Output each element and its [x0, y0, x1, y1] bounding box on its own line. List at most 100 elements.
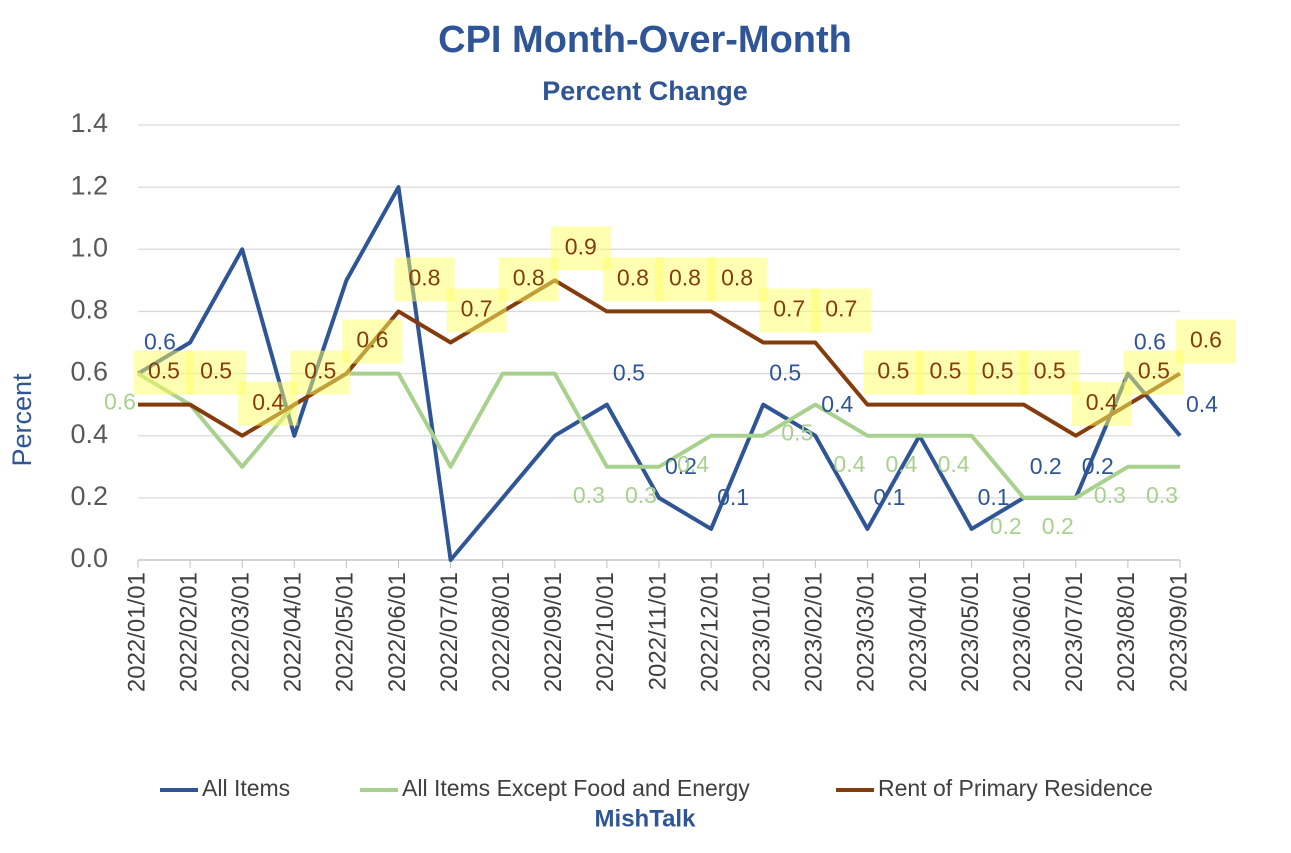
data-label: 0.5	[1034, 358, 1066, 384]
x-tick-label: 2023/01/01	[749, 572, 776, 692]
x-tick-label: 2023/03/01	[853, 572, 880, 692]
y-tick-label: 1.0	[70, 232, 108, 262]
label-highlight	[707, 257, 768, 302]
data-label: 0.5	[304, 358, 336, 384]
x-tick-label: 2022/05/01	[332, 572, 359, 692]
y-tick-label: 0.4	[70, 419, 108, 449]
data-label: 0.5	[877, 358, 909, 384]
chart-subtitle: Percent Change	[542, 76, 748, 106]
x-tick-label: 2022/10/01	[592, 572, 619, 692]
label-highlight	[290, 350, 351, 395]
y-tick-label: 0.8	[70, 295, 108, 325]
label-highlight	[1123, 350, 1184, 395]
data-label: 0.2	[1082, 453, 1114, 479]
data-label: 0.7	[825, 296, 857, 322]
data-label: 0.2	[665, 453, 697, 479]
data-label: 0.6	[104, 389, 136, 415]
data-label: 0.8	[513, 265, 545, 291]
data-label: 0.4	[677, 451, 709, 477]
source: MishTalk	[595, 805, 697, 832]
data-label: 0.8	[669, 265, 701, 291]
label-highlight	[186, 350, 247, 395]
label-highlight	[915, 350, 976, 395]
label-highlight	[655, 257, 715, 302]
label-highlight	[238, 381, 299, 426]
data-label: 0.5	[769, 360, 801, 386]
x-tick-label: 2022/01/01	[123, 572, 150, 692]
data-label: 0.1	[978, 484, 1010, 510]
label-highlight	[134, 350, 194, 395]
x-tick-label: 2023/06/01	[1009, 572, 1036, 692]
data-label: 0.4	[833, 451, 865, 477]
data-label: 0.3	[625, 482, 657, 508]
legend-label: Rent of Primary Residence	[878, 775, 1153, 801]
data-label: 0.4	[821, 391, 853, 417]
y-tick-label: 0.6	[70, 357, 108, 387]
data-label: 0.8	[721, 265, 753, 291]
x-tick-label: 2022/11/01	[644, 572, 671, 690]
data-label: 0.3	[573, 482, 605, 508]
data-label: 0.9	[565, 233, 597, 259]
label-highlight	[1071, 381, 1132, 426]
data-label: 0.6	[1134, 329, 1166, 355]
label-highlight	[1176, 319, 1236, 364]
x-tick-label: 2023/05/01	[957, 572, 984, 692]
x-tick-label: 2023/09/01	[1165, 572, 1192, 692]
data-label: 0.5	[613, 360, 645, 386]
legend-label: All Items	[202, 775, 290, 801]
x-tick-label: 2023/04/01	[905, 572, 932, 692]
data-label: 0.5	[1138, 358, 1170, 384]
y-tick-label: 0.0	[70, 543, 108, 573]
data-label: 0.2	[990, 513, 1022, 539]
label-highlight	[1019, 350, 1080, 395]
x-tick-label: 2022/03/01	[228, 572, 255, 692]
label-highlight	[759, 288, 820, 333]
data-label: 0.2	[1042, 513, 1074, 539]
x-tick-label: 2023/08/01	[1113, 572, 1140, 692]
data-label: 0.8	[409, 265, 441, 291]
y-tick-label: 1.4	[70, 108, 108, 138]
x-tick-label: 2022/06/01	[384, 572, 411, 692]
data-label: 0.5	[200, 358, 232, 384]
chart-title: CPI Month-Over-Month	[438, 19, 852, 61]
data-label: 0.7	[773, 296, 805, 322]
data-label: 0.4	[252, 389, 284, 415]
y-tick-label: 0.2	[70, 481, 108, 511]
legend-label: All Items Except Food and Energy	[402, 775, 750, 801]
data-label: 0.5	[930, 358, 962, 384]
data-label: 0.4	[938, 451, 970, 477]
data-label: 0.4	[1086, 389, 1118, 415]
data-label: 0.4	[1186, 391, 1218, 417]
data-label: 0.6	[1190, 327, 1222, 353]
data-label: 0.5	[781, 420, 813, 446]
label-highlight	[811, 288, 872, 333]
x-tick-label: 2023/02/01	[801, 572, 828, 692]
label-highlight	[602, 257, 663, 302]
data-label: 0.5	[148, 358, 180, 384]
label-highlight	[342, 319, 403, 364]
x-tick-label: 2022/02/01	[175, 572, 202, 692]
x-tick-label: 2022/08/01	[488, 572, 515, 692]
x-tick-label: 2022/07/01	[436, 572, 463, 692]
data-label: 0.5	[982, 358, 1014, 384]
data-label: 0.7	[461, 296, 493, 322]
x-tick-label: 2022/04/01	[280, 572, 307, 692]
label-highlight	[498, 257, 559, 302]
label-highlight	[863, 350, 924, 395]
label-highlight	[394, 257, 455, 302]
data-label: 0.6	[144, 329, 176, 355]
data-label: 0.3	[1146, 482, 1178, 508]
y-tick-label: 1.2	[70, 170, 108, 200]
label-highlight	[446, 288, 507, 333]
data-label: 0.1	[717, 484, 749, 510]
x-tick-label: 2022/12/01	[696, 572, 723, 692]
data-label: 0.2	[1030, 453, 1062, 479]
data-label: 0.4	[886, 451, 918, 477]
x-tick-label: 2022/09/01	[540, 572, 567, 692]
data-label: 0.6	[356, 327, 388, 353]
x-tick-label: 2023/07/01	[1061, 572, 1088, 692]
y-axis-label: Percent	[7, 373, 37, 467]
data-label: 0.8	[617, 265, 649, 291]
data-label: 0.1	[873, 484, 905, 510]
